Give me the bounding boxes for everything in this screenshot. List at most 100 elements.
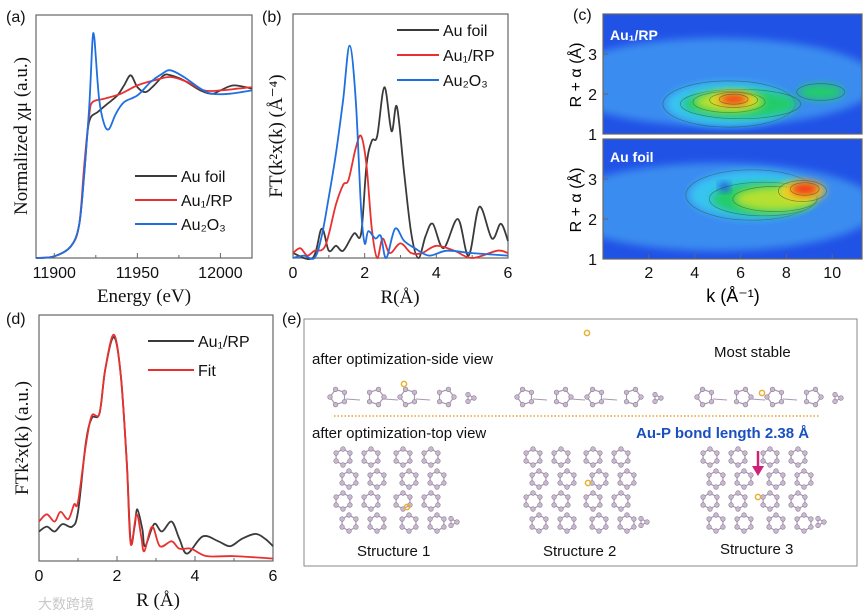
p-atom bbox=[529, 480, 535, 486]
p-atom bbox=[530, 506, 536, 512]
p-atom bbox=[400, 490, 406, 496]
panel-e-dft-structures: after optimization-side view Most stable… bbox=[303, 318, 858, 567]
p-atom bbox=[393, 450, 399, 456]
heatmap-au1-rp bbox=[603, 14, 862, 134]
bond bbox=[450, 517, 459, 527]
p-atom bbox=[435, 502, 441, 508]
bond bbox=[570, 398, 586, 401]
p-atom bbox=[706, 480, 712, 486]
bond bbox=[415, 398, 431, 401]
panel-label-a: (a) bbox=[6, 9, 26, 26]
p-atom bbox=[706, 472, 712, 478]
p-atom bbox=[780, 472, 786, 478]
p-atom bbox=[421, 502, 427, 508]
p-atom bbox=[523, 458, 529, 464]
p-atom bbox=[366, 389, 373, 395]
p-atom bbox=[347, 502, 353, 508]
p-atom bbox=[565, 502, 571, 508]
plot-frame bbox=[35, 14, 253, 259]
p-atom bbox=[445, 386, 452, 392]
p-atom bbox=[728, 502, 734, 508]
p-atom bbox=[780, 480, 786, 486]
p-atom bbox=[766, 480, 772, 486]
bond bbox=[532, 398, 548, 401]
p-atom bbox=[699, 402, 706, 408]
p-atom bbox=[794, 524, 800, 530]
p-atom bbox=[347, 458, 353, 464]
contour-line bbox=[692, 91, 766, 113]
p-atom bbox=[536, 484, 542, 490]
p-atom bbox=[760, 450, 766, 456]
p-atom bbox=[802, 494, 808, 500]
p-atom bbox=[428, 446, 434, 452]
p-atom bbox=[623, 389, 630, 395]
p-atom bbox=[700, 502, 706, 508]
p-atom bbox=[764, 394, 770, 400]
y-axis-label: Normalized χμ (a.u.) bbox=[11, 57, 32, 215]
plot-frame-top bbox=[602, 13, 863, 135]
p-atom bbox=[708, 399, 715, 405]
panel-label-e: (e) bbox=[282, 311, 302, 328]
panel-a-xanes-chart: 11900 11950 12000 Energy (eV) Normalized χ… bbox=[11, 14, 253, 307]
p-atom bbox=[529, 472, 535, 478]
p-atom bbox=[406, 484, 412, 490]
p-atom bbox=[537, 494, 543, 500]
p-atom bbox=[618, 462, 624, 468]
p-atom bbox=[353, 472, 359, 478]
p-atom bbox=[590, 506, 596, 512]
series-line-auo bbox=[35, 32, 253, 259]
p-atom bbox=[406, 468, 412, 474]
p-atom bbox=[742, 494, 748, 500]
p-atom bbox=[557, 480, 563, 486]
p-atom bbox=[543, 480, 549, 486]
p-atom bbox=[441, 480, 447, 486]
p-atom bbox=[597, 458, 603, 464]
p-atom bbox=[565, 458, 571, 464]
p-atom bbox=[339, 524, 345, 530]
p-atom bbox=[598, 389, 605, 395]
p-atom bbox=[402, 402, 409, 408]
side-view-label: after optimization-side view bbox=[312, 351, 493, 368]
p-atom bbox=[803, 389, 810, 395]
p-atom bbox=[411, 389, 418, 395]
p-atom bbox=[611, 450, 617, 456]
p-atom bbox=[368, 490, 374, 496]
bond bbox=[640, 517, 649, 527]
p-atom bbox=[537, 450, 543, 456]
p-atom bbox=[471, 395, 477, 401]
p-atom bbox=[611, 458, 617, 464]
p-atom bbox=[465, 398, 471, 405]
p-atom bbox=[741, 512, 747, 518]
p-atom bbox=[361, 494, 367, 500]
p-atom bbox=[399, 516, 405, 522]
p-atom bbox=[565, 494, 571, 500]
y-tick-label: 1 bbox=[588, 252, 597, 269]
p-atom bbox=[596, 484, 602, 490]
p-atom bbox=[393, 494, 399, 500]
p-atom bbox=[766, 524, 772, 530]
p-atom bbox=[778, 389, 785, 395]
contour-line bbox=[718, 93, 749, 105]
x-tick-label: 6 bbox=[269, 568, 278, 585]
y-tick-label: 3 bbox=[588, 172, 597, 189]
p-atom bbox=[368, 446, 374, 452]
p-atom bbox=[748, 472, 754, 478]
p-atom bbox=[623, 399, 630, 405]
p-atom bbox=[794, 516, 800, 522]
p-atom bbox=[801, 484, 807, 490]
p-atom bbox=[638, 515, 644, 522]
au-atom bbox=[584, 479, 592, 487]
x-tick-label: 11900 bbox=[33, 265, 76, 282]
heatmap-peak bbox=[790, 183, 819, 195]
p-atom bbox=[794, 472, 800, 478]
p-atom bbox=[564, 512, 570, 518]
p-atom bbox=[778, 399, 785, 405]
p-atom bbox=[327, 394, 333, 400]
p-atom bbox=[713, 484, 719, 490]
p-atom bbox=[435, 458, 441, 464]
heatmap-peak bbox=[797, 84, 844, 100]
p-atom bbox=[441, 524, 447, 530]
p-atom bbox=[603, 516, 609, 522]
p-atom bbox=[557, 516, 563, 522]
p-atom bbox=[742, 402, 749, 408]
